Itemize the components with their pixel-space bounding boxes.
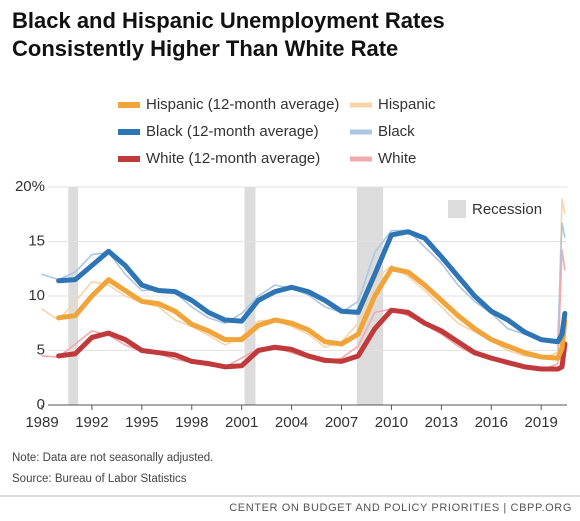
average-line <box>56 307 568 372</box>
footer: CENTER ON BUDGET AND POLICY PRIORITIES |… <box>229 502 572 514</box>
legend-entry: White (12-month average) <box>118 150 320 167</box>
legend-entry: Black <box>350 123 415 140</box>
legend-label: White (12-month average) <box>146 150 320 167</box>
legend-label: White <box>378 150 416 167</box>
y-tick-label: 10 <box>28 287 45 304</box>
chart-title: Black and Hispanic Unemployment Rates <box>12 8 445 33</box>
x-tick-label: 2016 <box>475 414 508 431</box>
legend-entry: Hispanic (12-month average) <box>118 96 339 113</box>
legend-entry: Black (12-month average) <box>118 123 319 140</box>
average-line <box>56 266 568 361</box>
x-tick-label: 2004 <box>275 414 308 431</box>
average-line <box>56 229 568 345</box>
recession-legend-label: Recession <box>472 201 542 218</box>
x-tick-label: 2019 <box>525 414 558 431</box>
legend-label: Black <box>378 123 415 140</box>
note: Note: Data are not seasonally adjusted. <box>12 452 213 464</box>
x-tick-label: 2013 <box>425 414 458 431</box>
legend-entry: Hispanic <box>350 96 436 113</box>
source: Source: Bureau of Labor Statistics <box>12 473 187 485</box>
y-tick-label: 15 <box>28 232 45 249</box>
legend-entry: White <box>350 150 416 167</box>
x-tick-label: 1995 <box>125 414 158 431</box>
monthly-line <box>41 198 566 359</box>
x-tick-label: 1992 <box>75 414 108 431</box>
y-tick-label: 20% <box>15 178 45 195</box>
x-tick-label: 2007 <box>325 414 358 431</box>
y-tick-label: 0 <box>37 396 45 413</box>
legend-label: Black (12-month average) <box>146 123 319 140</box>
x-tick-label: 2001 <box>225 414 258 431</box>
recession-legend-swatch <box>448 200 466 218</box>
x-tick-label: 1989 <box>25 414 58 431</box>
y-tick-label: 5 <box>37 341 45 358</box>
monthly-line <box>41 222 566 341</box>
x-tick-label: 2010 <box>375 414 408 431</box>
x-tick-label: 1998 <box>175 414 208 431</box>
legend-label: Hispanic <box>378 96 436 113</box>
legend-label: Hispanic (12-month average) <box>146 96 339 113</box>
chart-title: Consistently Higher Than White Rate <box>12 36 398 61</box>
